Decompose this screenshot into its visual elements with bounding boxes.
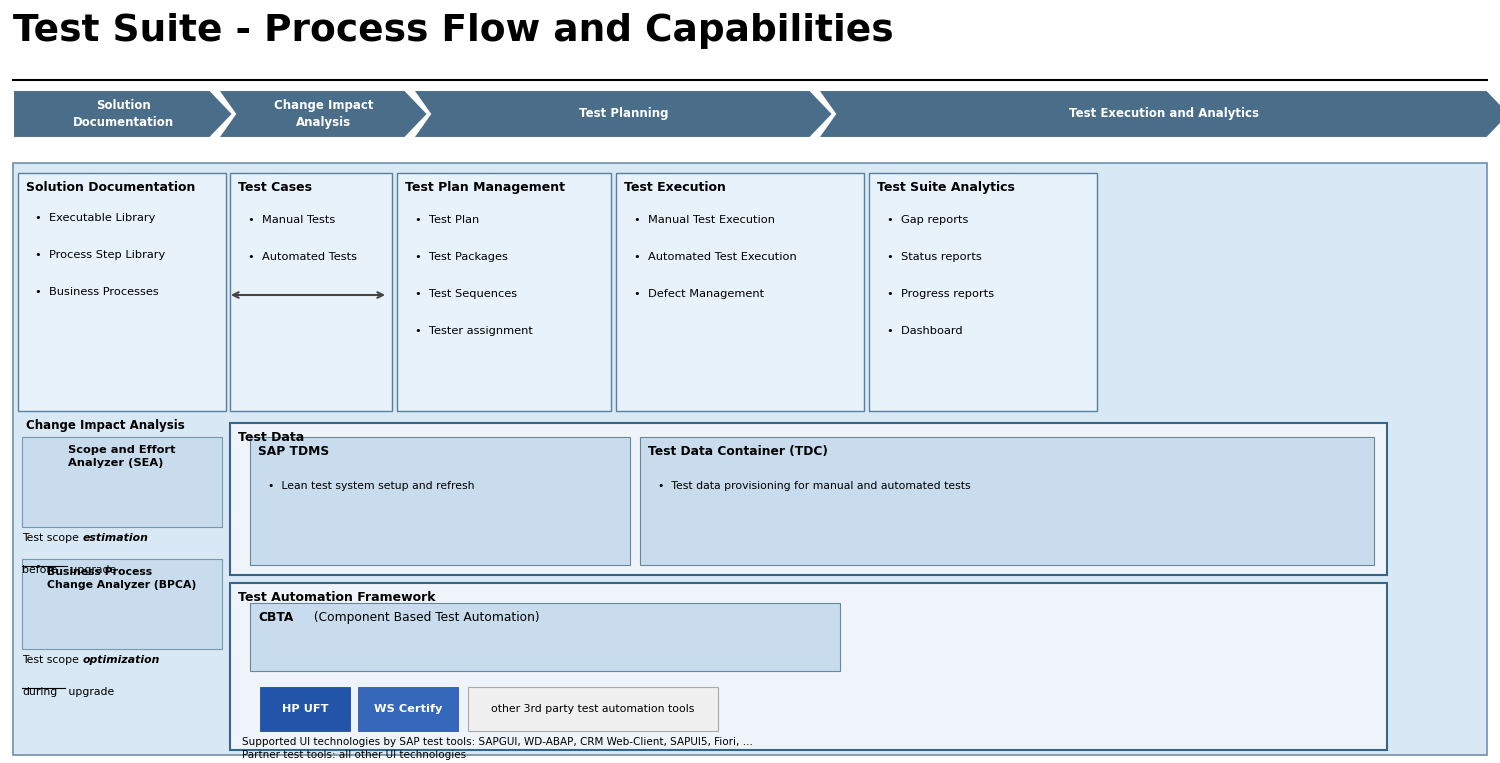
Text: •  Manual Tests: • Manual Tests — [248, 215, 336, 225]
Text: •  Executable Library: • Executable Library — [34, 213, 156, 223]
Text: CBTA: CBTA — [258, 611, 294, 624]
Text: •  Gap reports: • Gap reports — [886, 215, 969, 225]
Text: HP UFT: HP UFT — [282, 703, 328, 713]
Text: SAP TDMS: SAP TDMS — [258, 445, 328, 458]
FancyBboxPatch shape — [230, 423, 1388, 575]
Text: Test scope: Test scope — [22, 533, 82, 543]
Text: •  Process Step Library: • Process Step Library — [34, 250, 165, 260]
FancyBboxPatch shape — [230, 583, 1388, 750]
Text: •  Automated Test Execution: • Automated Test Execution — [634, 252, 796, 262]
Text: Change Impact Analysis: Change Impact Analysis — [26, 419, 184, 432]
Text: Scope and Effort
Analyzer (SEA): Scope and Effort Analyzer (SEA) — [69, 445, 176, 468]
Text: Test Automation Framework: Test Automation Framework — [238, 591, 435, 604]
Text: Supported UI technologies by SAP test tools: SAPGUI, WD-ABAP, CRM Web-Client, SA: Supported UI technologies by SAP test to… — [242, 737, 753, 747]
Text: •  Test Packages: • Test Packages — [416, 252, 509, 262]
FancyBboxPatch shape — [640, 437, 1374, 565]
Text: •  Test Sequences: • Test Sequences — [416, 289, 518, 299]
Text: •  Progress reports: • Progress reports — [886, 289, 995, 299]
Polygon shape — [818, 90, 1500, 138]
Text: Test Data: Test Data — [238, 431, 304, 444]
Polygon shape — [413, 90, 833, 138]
Text: Test Plan Management: Test Plan Management — [405, 181, 566, 194]
Text: •  Test Plan: • Test Plan — [416, 215, 480, 225]
FancyBboxPatch shape — [13, 163, 1486, 755]
FancyBboxPatch shape — [18, 173, 226, 411]
Text: Test Data Container (TDC): Test Data Container (TDC) — [648, 445, 828, 458]
Text: optimization: optimization — [82, 655, 160, 665]
FancyBboxPatch shape — [251, 603, 840, 671]
Text: Test Execution: Test Execution — [624, 181, 726, 194]
Text: Solution
Documentation: Solution Documentation — [74, 99, 174, 129]
Text: •  Tester assignment: • Tester assignment — [416, 326, 532, 336]
Text: Test Suite - Process Flow and Capabilities: Test Suite - Process Flow and Capabiliti… — [13, 13, 894, 49]
Text: •  Manual Test Execution: • Manual Test Execution — [634, 215, 776, 225]
Text: WS Certify: WS Certify — [374, 703, 442, 713]
FancyBboxPatch shape — [358, 687, 458, 731]
Text: before: before — [22, 565, 57, 575]
FancyBboxPatch shape — [398, 173, 610, 411]
FancyBboxPatch shape — [868, 173, 1096, 411]
FancyBboxPatch shape — [22, 559, 222, 649]
Text: Solution Documentation: Solution Documentation — [26, 181, 195, 194]
Text: (Component Based Test Automation): (Component Based Test Automation) — [310, 611, 540, 624]
Text: •  Defect Management: • Defect Management — [634, 289, 764, 299]
Text: •  Business Processes: • Business Processes — [34, 287, 159, 297]
Polygon shape — [13, 90, 232, 138]
Text: estimation: estimation — [82, 533, 148, 543]
Text: upgrade: upgrade — [64, 687, 114, 697]
FancyBboxPatch shape — [468, 687, 718, 731]
FancyBboxPatch shape — [22, 437, 222, 527]
Text: •  Lean test system setup and refresh: • Lean test system setup and refresh — [268, 481, 474, 491]
Text: •  Automated Tests: • Automated Tests — [248, 252, 357, 262]
FancyBboxPatch shape — [260, 687, 350, 731]
Text: Test Cases: Test Cases — [238, 181, 312, 194]
Text: during: during — [22, 687, 57, 697]
Text: •  Test data provisioning for manual and automated tests: • Test data provisioning for manual and … — [658, 481, 970, 491]
Text: upgrade: upgrade — [68, 565, 117, 575]
FancyBboxPatch shape — [230, 173, 392, 411]
Text: Change Impact
Analysis: Change Impact Analysis — [274, 99, 374, 129]
Text: Business Process
Change Analyzer (BPCA): Business Process Change Analyzer (BPCA) — [48, 567, 196, 590]
Text: Test Execution and Analytics: Test Execution and Analytics — [1070, 108, 1260, 121]
Polygon shape — [217, 90, 427, 138]
Text: •  Status reports: • Status reports — [886, 252, 981, 262]
Text: Test Planning: Test Planning — [579, 108, 669, 121]
Text: Test Suite Analytics: Test Suite Analytics — [878, 181, 1016, 194]
Text: Test scope: Test scope — [22, 655, 82, 665]
Text: Partner test tools: all other UI technologies: Partner test tools: all other UI technol… — [242, 750, 466, 760]
Text: •  Dashboard: • Dashboard — [886, 326, 963, 336]
FancyBboxPatch shape — [616, 173, 864, 411]
FancyBboxPatch shape — [251, 437, 630, 565]
Text: other 3rd party test automation tools: other 3rd party test automation tools — [492, 703, 694, 713]
